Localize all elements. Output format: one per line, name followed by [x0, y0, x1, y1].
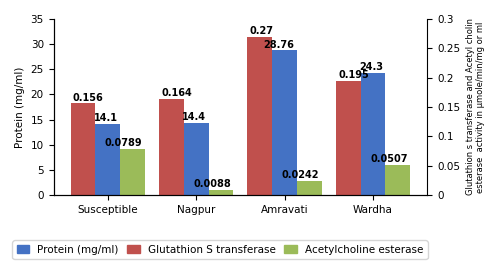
Legend: Protein (mg/ml), Glutathion S transferase, Acetylcholine esterase: Protein (mg/ml), Glutathion S transferas… [12, 241, 428, 259]
Bar [184, 122, 208, 195]
Text: 28.76: 28.76 [264, 40, 294, 50]
Y-axis label: Glutathion s transferase and Acetyl cholin
esterase  activity in µmole/min/mg or: Glutathion s transferase and Acetyl chol… [466, 18, 485, 195]
Text: 14.1: 14.1 [94, 113, 118, 123]
Bar [96, 124, 120, 195]
Bar [297, 181, 322, 195]
Y-axis label: Protein (mg/ml): Protein (mg/ml) [15, 66, 25, 148]
Text: 0.164: 0.164 [162, 88, 192, 98]
Text: 14.4: 14.4 [182, 112, 206, 122]
Bar [336, 81, 360, 195]
Text: 0.27: 0.27 [250, 26, 274, 36]
Text: 0.0507: 0.0507 [370, 154, 408, 164]
Text: 24.3: 24.3 [359, 62, 383, 72]
Text: 0.156: 0.156 [73, 93, 104, 103]
Bar [120, 149, 145, 195]
Text: 0.0088: 0.0088 [193, 179, 231, 189]
Text: 0.0242: 0.0242 [282, 170, 320, 180]
Bar [248, 37, 272, 195]
Bar [386, 165, 410, 195]
Text: 0.195: 0.195 [338, 70, 369, 80]
Bar [208, 190, 234, 195]
Bar [272, 50, 297, 195]
Bar [360, 73, 386, 195]
Text: 0.0789: 0.0789 [104, 138, 142, 148]
Bar [159, 99, 184, 195]
Bar [70, 103, 96, 195]
